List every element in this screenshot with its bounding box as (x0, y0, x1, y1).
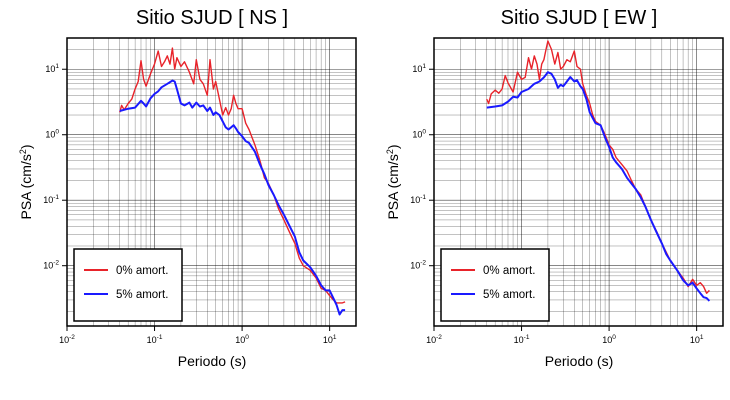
x-axis-label: Periodo (s) (178, 353, 246, 369)
panel-ew: 10-2 10-1 100 101 10-2 10-1 100 101 Sitio SJUD [… (385, 7, 724, 369)
chart-title: Sitio SJUD [ EW ] (501, 7, 658, 29)
x-axis-label: Periodo (s) (545, 353, 613, 369)
series-line-amort-5 (486, 71, 711, 302)
plot-frame (433, 37, 724, 327)
y-tick-label: 101 (412, 63, 426, 74)
legend-label: 0% amort. (116, 265, 168, 277)
series-line-amort-5 (119, 79, 346, 316)
legend: 0% amort. 5% amort. (73, 248, 183, 322)
y-axis-label: PSA (cm/s2) (18, 144, 34, 219)
x-tick-label: 10-1 (147, 334, 163, 345)
y-tick-label: 100 (412, 129, 426, 140)
panel-ns: 10-2 10-1 100 101 10-2 10-1 100 101 Sitio SJUD [… (18, 7, 357, 369)
legend-box (73, 248, 183, 322)
x-tick-label: 10-2 (59, 334, 75, 345)
x-tick-label: 10-2 (426, 334, 442, 345)
x-tick-label: 101 (323, 334, 337, 345)
y-tick-label: 101 (45, 63, 59, 74)
x-tick-label: 100 (235, 334, 249, 345)
chart-title: Sitio SJUD [ NS ] (136, 7, 288, 29)
series-line-amort-0 (119, 47, 346, 304)
x-tick-label: 10-1 (514, 334, 530, 345)
legend-label: 0% amort. (483, 265, 535, 277)
y-tick-label: 10-2 (410, 260, 426, 271)
x-tick-label: 100 (602, 334, 616, 345)
y-axis-label: PSA (cm/s2) (385, 144, 401, 219)
x-tick-label: 101 (690, 334, 704, 345)
legend-box (440, 248, 550, 322)
legend-label: 5% amort. (116, 289, 168, 301)
y-tick-label: 10-2 (43, 260, 59, 271)
y-tick-label: 10-1 (43, 194, 59, 205)
plot-frame (66, 37, 357, 327)
y-tick-label: 100 (45, 129, 59, 140)
legend-label: 5% amort. (483, 289, 535, 301)
legend: 0% amort. 5% amort. (440, 248, 550, 322)
y-tick-label: 10-1 (410, 194, 426, 205)
